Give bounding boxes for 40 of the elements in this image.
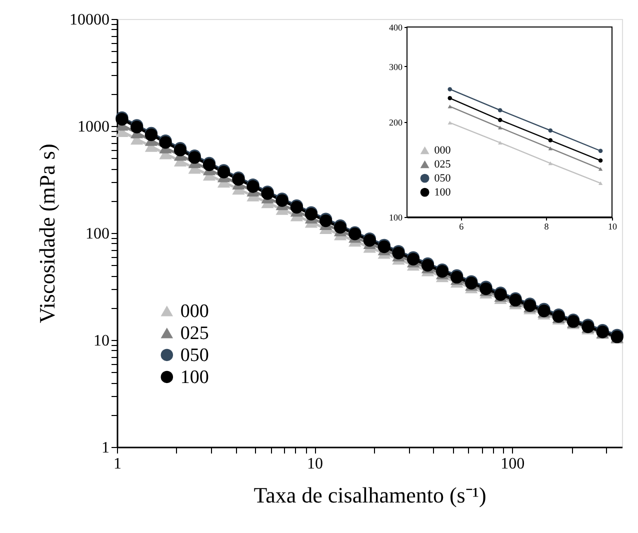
point [598,158,603,163]
y-tick-label: 1 [102,440,110,456]
point [498,108,502,112]
point [498,126,502,130]
x-tick-label: 10 [608,222,618,232]
point [548,161,553,166]
x-tick-label: 6 [459,222,464,232]
point [498,118,502,122]
legend-label: 050 [434,172,452,184]
point [548,146,553,150]
y-tick-label: 10000 [70,12,110,28]
legend-label: 050 [180,344,209,366]
point [448,120,452,125]
y-tick-label: 100 [389,212,403,222]
x-tick-label: 1 [114,456,122,472]
point [598,148,603,153]
x-tick-label: 100 [500,456,525,472]
legend-label: 025 [180,322,209,344]
legend-label: 000 [180,300,209,322]
legend-label: 025 [434,158,452,170]
point [598,181,603,186]
legend-label: 000 [434,144,452,156]
y-tick-label: 300 [389,62,403,72]
point [598,167,603,171]
point [548,138,553,142]
y-tick-label: 1000 [78,118,110,136]
x-tick-label: 10 [307,456,324,472]
legend-label: 100 [434,186,452,198]
point [498,140,502,145]
y-tick-label: 10 [94,332,110,350]
point [448,96,452,100]
point [548,128,553,133]
y-tick-label: 200 [389,118,403,128]
point [448,104,452,108]
y-tick-label: 400 [389,22,403,32]
legend-label: 100 [180,366,209,388]
point [448,87,452,92]
x-tick-label: 8 [544,222,550,232]
y-axis-title: Viscosidade (mPa s) [34,144,60,324]
x-axis-title: Taxa de cisalhamento (s⁻¹) [254,482,486,508]
